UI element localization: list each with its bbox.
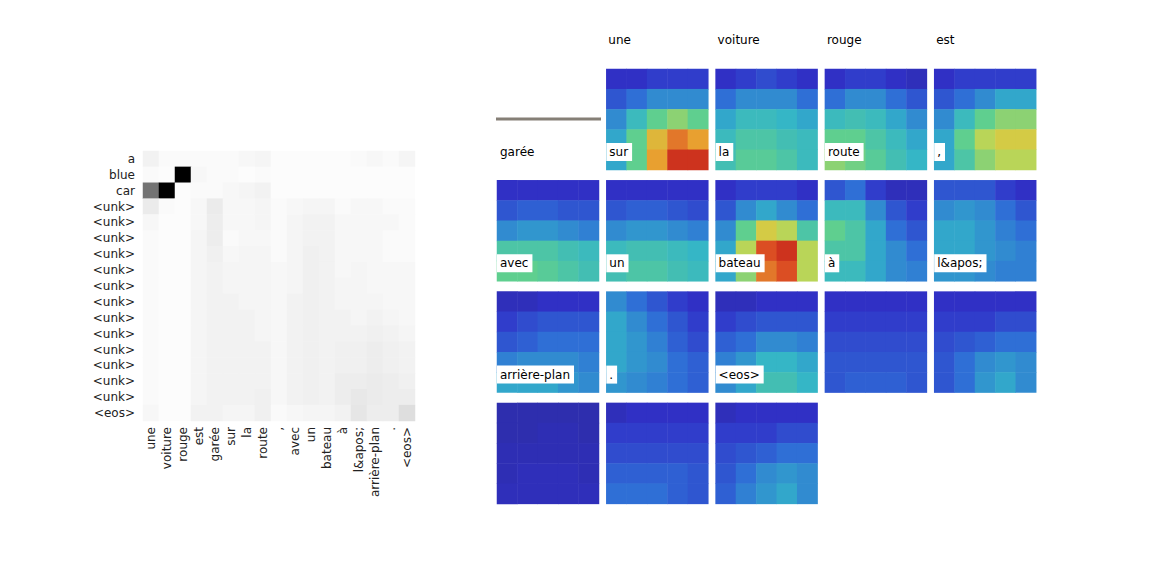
- svg-text:rouge: rouge: [827, 33, 862, 47]
- svg-text:,: ,: [272, 427, 286, 431]
- svg-text:<unk>: <unk>: [93, 200, 135, 214]
- svg-text:arrière-plan: arrière-plan: [368, 427, 382, 497]
- svg-text:<unk>: <unk>: [93, 343, 135, 357]
- svg-text:.: .: [384, 427, 398, 431]
- svg-text:blue: blue: [109, 168, 135, 182]
- svg-text:l&apos;: l&apos;: [352, 427, 366, 472]
- svg-text:un: un: [304, 427, 318, 442]
- svg-text:<unk>: <unk>: [93, 215, 135, 229]
- svg-text:.: .: [609, 368, 613, 382]
- svg-text:avec: avec: [288, 427, 302, 455]
- svg-text:<unk>: <unk>: [93, 231, 135, 245]
- svg-text:<unk>: <unk>: [93, 279, 135, 293]
- svg-text:est: est: [192, 427, 206, 446]
- svg-text:<eos>: <eos>: [400, 427, 414, 468]
- svg-text:<unk>: <unk>: [93, 247, 135, 261]
- svg-text:voiture: voiture: [718, 33, 760, 47]
- svg-text:<unk>: <unk>: [93, 311, 135, 325]
- svg-text:<eos>: <eos>: [719, 368, 760, 382]
- svg-text:<unk>: <unk>: [93, 327, 135, 341]
- svg-text:rouge: rouge: [176, 427, 190, 462]
- svg-text:<unk>: <unk>: [93, 263, 135, 277]
- svg-text:sur: sur: [609, 145, 628, 159]
- svg-text:bateau: bateau: [320, 427, 334, 469]
- svg-text:a: a: [128, 152, 135, 166]
- svg-text:la: la: [240, 427, 254, 438]
- svg-text:voiture: voiture: [160, 427, 174, 469]
- svg-text:arrière-plan: arrière-plan: [500, 368, 570, 382]
- svg-text:<eos>: <eos>: [94, 406, 135, 420]
- svg-text:bateau: bateau: [719, 256, 761, 270]
- svg-text:garée: garée: [208, 427, 222, 461]
- svg-text:<unk>: <unk>: [93, 390, 135, 404]
- svg-text:un: un: [609, 256, 624, 270]
- svg-text:à: à: [336, 427, 350, 434]
- svg-text:une: une: [144, 427, 158, 450]
- svg-text:route: route: [828, 145, 860, 159]
- svg-text:sur: sur: [224, 427, 238, 446]
- svg-text:est: est: [936, 33, 955, 47]
- svg-text:à: à: [828, 256, 835, 270]
- svg-text:avec: avec: [500, 256, 528, 270]
- svg-text:une: une: [608, 33, 631, 47]
- svg-text:route: route: [256, 427, 270, 459]
- svg-text:garée: garée: [500, 145, 534, 159]
- svg-text:<unk>: <unk>: [93, 358, 135, 372]
- svg-text:,: ,: [937, 145, 941, 159]
- svg-text:<unk>: <unk>: [93, 374, 135, 388]
- svg-text:la: la: [719, 145, 730, 159]
- svg-text:car: car: [116, 184, 135, 198]
- svg-text:<unk>: <unk>: [93, 295, 135, 309]
- svg-text:l&apos;: l&apos;: [937, 256, 982, 270]
